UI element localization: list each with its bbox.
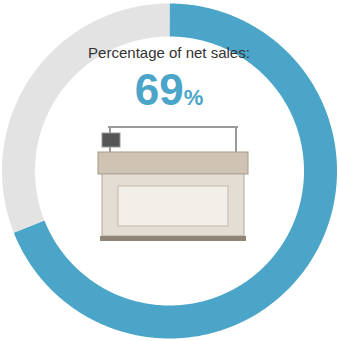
svg-text:69%: 69% xyxy=(135,65,204,114)
svg-text:Percentage of net sales:: Percentage of net sales: xyxy=(88,44,250,61)
